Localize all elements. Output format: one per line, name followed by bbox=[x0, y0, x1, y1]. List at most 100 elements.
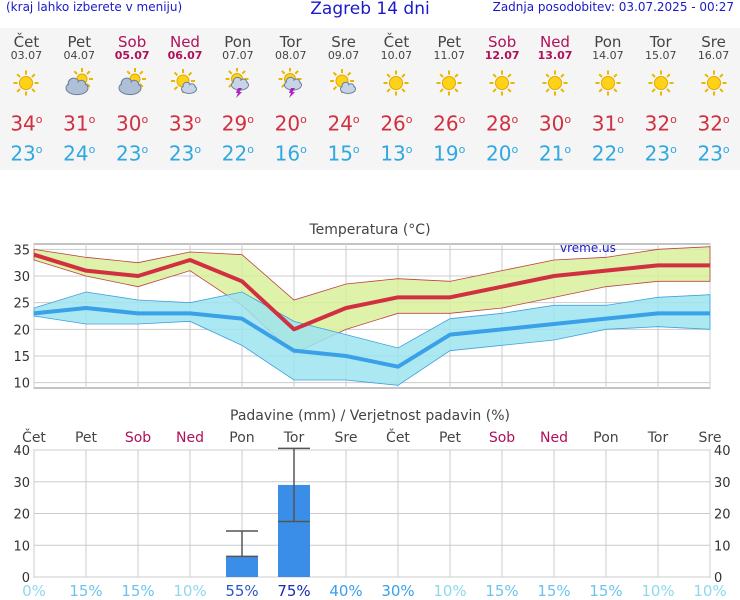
day-column: Pet 04.07 31o 24o bbox=[53, 28, 106, 163]
x-category-label: Pon bbox=[593, 430, 618, 446]
max-temp-line bbox=[33, 252, 710, 332]
y-tick-label-right: 0 bbox=[714, 571, 722, 586]
x-category-label: Tor bbox=[647, 430, 669, 446]
day-column: Pon 07.07 29o 22o bbox=[211, 28, 264, 163]
page-title: Zagreb 14 dni bbox=[310, 0, 430, 19]
day-date: 16.07 bbox=[697, 49, 730, 62]
day-name: Ned bbox=[169, 33, 200, 51]
y-tick-label-right: 30 bbox=[714, 476, 731, 491]
temp-max-value: 33 bbox=[168, 111, 195, 136]
y-tick-label: 10 bbox=[13, 377, 30, 392]
temperature-chart-title: Temperatura (°C) bbox=[308, 222, 430, 238]
day-date: 09.07 bbox=[327, 49, 360, 62]
y-tick-label: 15 bbox=[13, 350, 30, 365]
temp-max-value: 31 bbox=[591, 111, 618, 136]
temp-min-value: 23 bbox=[697, 141, 723, 166]
precip-probability: 15% bbox=[121, 582, 154, 600]
precip-probability: 0% bbox=[22, 582, 46, 600]
temp-max-value: 20 bbox=[274, 111, 301, 136]
temp-max: 30o bbox=[538, 111, 572, 136]
y-tick-label-right: 40 bbox=[714, 444, 731, 459]
day-column: Čet 03.07 34o 23o bbox=[0, 28, 53, 163]
partly-cloudy-icon bbox=[65, 68, 94, 96]
temp-max-value: 26 bbox=[433, 111, 459, 136]
thunderstorm-icon bbox=[278, 68, 302, 98]
temp-min-value: 19 bbox=[433, 141, 459, 166]
day-column: Sre 09.07 24o 15o bbox=[317, 28, 370, 163]
temp-max-value: 29 bbox=[221, 111, 248, 136]
temp-min-value: 23 bbox=[10, 141, 36, 166]
daily-forecast-strip: Čet 03.07 34o 23o Pet 04.07 31o 24o Sob 05.07 30o 2… bbox=[0, 28, 740, 170]
temp-min: 23o bbox=[116, 141, 149, 166]
x-category-label: Sob bbox=[489, 430, 515, 446]
temp-min: 23o bbox=[644, 141, 677, 166]
day-name: Pon bbox=[224, 33, 252, 51]
precip-probability: 15% bbox=[485, 582, 518, 600]
temp-min-value: 15 bbox=[327, 141, 353, 166]
temp-max: 20o bbox=[274, 111, 307, 136]
precip-probability: 15% bbox=[537, 582, 570, 600]
sun-cloud-icon bbox=[170, 69, 197, 94]
temp-max-value: 30 bbox=[538, 111, 565, 136]
temp-min-value: 23 bbox=[116, 141, 142, 166]
day-column: Tor 15.07 32o 23o bbox=[634, 28, 687, 163]
temp-max: 32o bbox=[644, 111, 677, 136]
y-tick-label-right: 20 bbox=[714, 508, 731, 523]
precip-probability: 40% bbox=[329, 582, 362, 600]
sun-icon bbox=[13, 70, 39, 96]
day-name: Sob bbox=[488, 33, 517, 51]
day-name: Sre bbox=[331, 33, 356, 51]
sun-icon bbox=[436, 70, 462, 96]
day-date: 03.07 bbox=[10, 49, 43, 62]
precip-probability: 10% bbox=[641, 582, 674, 600]
y-tick-label-left: 0 bbox=[22, 571, 30, 586]
temp-min: 20o bbox=[486, 141, 519, 166]
precipitation-chart: Padavine (mm) / Verjetnost padavin (%) Če… bbox=[13, 408, 731, 600]
sun-icon bbox=[489, 70, 515, 96]
precip-probability: 15% bbox=[589, 582, 622, 600]
day-column: Pet 11.07 26o 19o bbox=[423, 28, 476, 163]
x-category-label: Pon bbox=[229, 430, 254, 446]
x-category-label: Sre bbox=[699, 430, 722, 446]
y-tick-label-left: 10 bbox=[13, 539, 30, 554]
temp-min: 22o bbox=[221, 141, 254, 166]
temp-min: 16o bbox=[274, 141, 307, 166]
temp-min: 19o bbox=[433, 141, 466, 166]
temp-max-value: 31 bbox=[63, 111, 89, 136]
temp-max: 30o bbox=[116, 111, 149, 136]
temp-max: 26o bbox=[433, 111, 466, 136]
y-tick-label-right: 10 bbox=[714, 539, 731, 554]
day-date: 04.07 bbox=[63, 49, 96, 62]
temp-max: 31o bbox=[591, 111, 624, 136]
day-column: Tor 08.07 20o 16o bbox=[264, 28, 317, 163]
x-category-label: Pet bbox=[439, 430, 462, 446]
day-column: Ned 13.07 30o 21o bbox=[529, 28, 582, 163]
temp-max: 31o bbox=[63, 111, 96, 136]
x-category-label: Sre bbox=[335, 430, 358, 446]
day-column: Pon 14.07 31o 22o bbox=[581, 28, 634, 163]
partly-cloudy-icon bbox=[118, 68, 147, 96]
day-name: Čet bbox=[383, 33, 410, 51]
temp-min-value: 23 bbox=[168, 141, 195, 166]
min-temp-line bbox=[33, 306, 710, 369]
temp-max: 24o bbox=[327, 111, 360, 136]
day-name: Pet bbox=[437, 33, 462, 51]
day-name: Sob bbox=[118, 33, 147, 51]
temp-max-value: 28 bbox=[486, 111, 512, 136]
x-category-label: Pet bbox=[75, 430, 98, 446]
day-date: 15.07 bbox=[644, 49, 677, 62]
precip-probability: 15% bbox=[69, 582, 102, 600]
temp-min-value: 22 bbox=[591, 141, 618, 166]
y-tick-label-left: 40 bbox=[13, 444, 30, 459]
day-date: 06.07 bbox=[167, 49, 203, 62]
temp-min-value: 16 bbox=[274, 141, 301, 166]
precip-probability: 55% bbox=[225, 582, 258, 600]
temp-min: 21o bbox=[538, 141, 572, 166]
temperature-chart: Temperatura (°C) 10 15 20 25 30 35 vreme.us bbox=[13, 222, 711, 392]
temp-min-value: 13 bbox=[380, 141, 406, 166]
y-tick-label: 20 bbox=[13, 323, 30, 338]
precip-bar bbox=[226, 556, 258, 577]
temp-max-value: 24 bbox=[327, 111, 353, 136]
y-tick-label-left: 20 bbox=[13, 508, 30, 523]
day-name: Tor bbox=[279, 33, 302, 51]
